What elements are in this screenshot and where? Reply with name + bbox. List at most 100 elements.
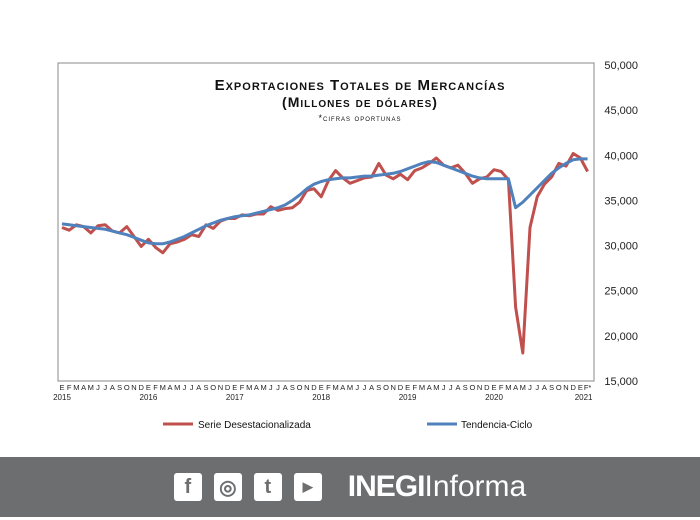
x-tick-label: E xyxy=(491,383,496,392)
x-tick-label: N xyxy=(477,383,482,392)
x-tick-label: F xyxy=(153,383,158,392)
x-tick-label: S xyxy=(117,383,122,392)
x-tick-label: S xyxy=(376,383,381,392)
x-tick-label: A xyxy=(513,383,518,392)
x-tick-label: F xyxy=(499,383,504,392)
x-tick-label: D xyxy=(225,383,231,392)
x-tick-label: J xyxy=(449,383,453,392)
x-tick-label: N xyxy=(304,383,309,392)
x-tick-label: N xyxy=(390,383,395,392)
x-tick-label: S xyxy=(290,383,295,392)
legend-label-serie: Serie Desestacionalizada xyxy=(198,420,311,431)
inegi-informa-logo: INEGIInforma xyxy=(347,470,527,503)
x-tick-label: M xyxy=(160,383,166,392)
x-tick-label: J xyxy=(269,383,273,392)
y-tick-label: 35,000 xyxy=(604,195,638,207)
twitter-icon[interactable]: t xyxy=(253,473,282,501)
legend-label-tendencia: Tendencia-Ciclo xyxy=(461,420,533,431)
x-tick-label: E xyxy=(232,383,237,392)
x-tick-label: J xyxy=(535,383,539,392)
y-tick-label: 50,000 xyxy=(604,60,638,72)
x-tick-label: A xyxy=(254,383,259,392)
footer-bar: f ◎ t ▶ INEGIInforma xyxy=(0,457,700,517)
instagram-icon[interactable]: ◎ xyxy=(213,473,242,501)
x-year-label: 2016 xyxy=(140,393,158,402)
x-tick-label: M xyxy=(347,383,353,392)
x-tick-label: F xyxy=(413,383,418,392)
y-tick-label: 25,000 xyxy=(604,286,638,298)
x-tick-label: A xyxy=(167,383,172,392)
x-tick-label: F xyxy=(326,383,331,392)
x-tick-label: M xyxy=(332,383,338,392)
x-tick-label: O xyxy=(383,383,389,392)
x-tick-label: M xyxy=(505,383,511,392)
y-tick-label: 40,000 xyxy=(604,150,638,162)
x-tick-label: A xyxy=(196,383,201,392)
x-tick-label: F xyxy=(240,383,245,392)
x-tick-label: M xyxy=(246,383,252,392)
x-tick-label: D xyxy=(138,383,144,392)
chart-note: *cifras oportunas xyxy=(319,113,402,123)
x-tick-label: O xyxy=(210,383,216,392)
x-tick-label: O xyxy=(556,383,562,392)
x-tick-label: N xyxy=(218,383,223,392)
x-tick-label: A xyxy=(542,383,547,392)
x-tick-label: J xyxy=(190,383,194,392)
x-tick-label: A xyxy=(427,383,432,392)
x-tick-label: S xyxy=(549,383,554,392)
x-tick-label: F* xyxy=(584,383,592,392)
x-year-label: 2017 xyxy=(226,393,244,402)
x-tick-label: N xyxy=(131,383,136,392)
x-tick-label: M xyxy=(88,383,94,392)
x-year-label: 2019 xyxy=(399,393,417,402)
x-year-label: 2015 xyxy=(53,393,71,402)
x-tick-label: J xyxy=(103,383,107,392)
x-tick-label: E xyxy=(578,383,583,392)
x-tick-label: D xyxy=(570,383,576,392)
x-tick-label: O xyxy=(469,383,475,392)
x-tick-label: J xyxy=(96,383,100,392)
x-tick-label: E xyxy=(319,383,324,392)
x-tick-label: A xyxy=(81,383,86,392)
x-tick-label: M xyxy=(419,383,425,392)
x-tick-label: J xyxy=(363,383,367,392)
x-tick-label: E xyxy=(405,383,410,392)
chart-title: Exportaciones Totales de Mercancías xyxy=(215,77,506,94)
x-year-label: 2020 xyxy=(485,393,503,402)
x-tick-label: D xyxy=(311,383,317,392)
x-tick-label: A xyxy=(455,383,460,392)
chart-subtitle: (Millones de dólares) xyxy=(282,94,438,110)
x-tick-label: F xyxy=(67,383,72,392)
x-tick-label: M xyxy=(433,383,439,392)
x-tick-label: M xyxy=(520,383,526,392)
x-tick-label: S xyxy=(463,383,468,392)
facebook-icon[interactable]: f xyxy=(173,473,202,501)
legend: Serie Desestacionalizada Tendencia-Ciclo xyxy=(163,420,533,431)
x-tick-label: M xyxy=(260,383,266,392)
y-tick-label: 45,000 xyxy=(604,105,638,117)
series-line-tendencia xyxy=(61,157,588,246)
x-tick-label: A xyxy=(283,383,288,392)
x-tick-label: M xyxy=(174,383,180,392)
x-tick-label: D xyxy=(398,383,404,392)
x-tick-label: S xyxy=(203,383,208,392)
x-tick-label: E xyxy=(146,383,151,392)
x-tick-label: J xyxy=(528,383,532,392)
youtube-icon[interactable]: ▶ xyxy=(293,473,322,501)
y-tick-label: 30,000 xyxy=(604,241,638,253)
x-year-label: 2018 xyxy=(312,393,330,402)
x-tick-label: M xyxy=(73,383,79,392)
x-tick-label: J xyxy=(355,383,359,392)
y-tick-label: 15,000 xyxy=(604,376,638,388)
x-tick-label: O xyxy=(297,383,303,392)
x-tick-label: A xyxy=(369,383,374,392)
series-line-desestacionalizada xyxy=(61,152,589,355)
x-tick-label: J xyxy=(442,383,446,392)
x-tick-label: J xyxy=(276,383,280,392)
x-tick-label: O xyxy=(124,383,130,392)
x-tick-label: J xyxy=(183,383,187,392)
x-tick-label: E xyxy=(59,383,64,392)
x-tick-label: D xyxy=(484,383,490,392)
plot-frame xyxy=(57,62,595,382)
